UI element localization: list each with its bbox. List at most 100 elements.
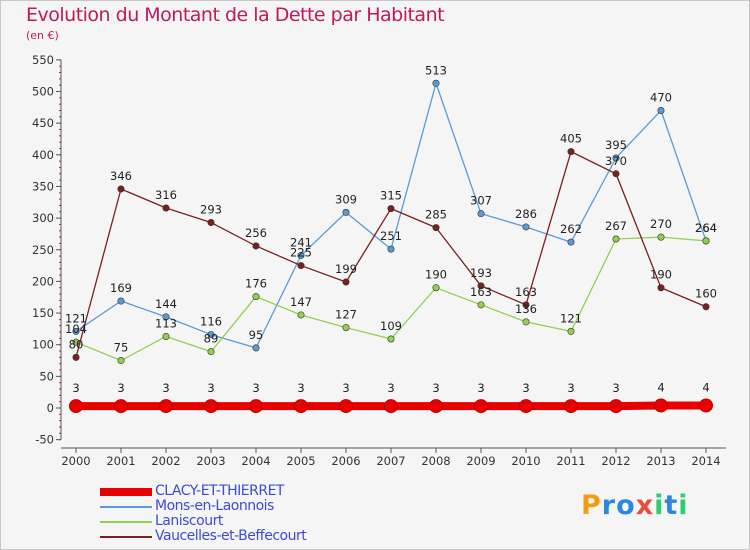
- data-point: [162, 204, 170, 212]
- data-label: 136: [515, 302, 537, 316]
- data-point: [387, 335, 395, 343]
- x-tick-label: 2010: [511, 454, 540, 468]
- data-point: [564, 399, 578, 414]
- y-tick-label: 50: [39, 369, 54, 383]
- logo-letter: i: [654, 490, 665, 521]
- data-point: [159, 399, 173, 414]
- data-point: [429, 399, 443, 414]
- data-point: [117, 297, 125, 305]
- x-tick-label: 2013: [646, 454, 675, 468]
- legend-swatch: [100, 521, 152, 523]
- data-label: 264: [695, 221, 717, 235]
- data-label: 3: [117, 381, 124, 395]
- x-tick-label: 2000: [61, 454, 90, 468]
- data-label: 4: [702, 380, 709, 394]
- data-point: [477, 282, 485, 290]
- y-tick-label: 250: [32, 243, 54, 257]
- data-label: 285: [425, 208, 447, 222]
- data-label: 3: [252, 381, 259, 395]
- x-tick-label: 2009: [466, 454, 495, 468]
- x-tick-label: 2003: [196, 454, 225, 468]
- data-point: [702, 237, 710, 245]
- data-point: [522, 301, 530, 309]
- data-label: 267: [605, 219, 627, 233]
- data-label: 193: [470, 266, 492, 280]
- data-point: [657, 106, 665, 114]
- data-label: 163: [470, 285, 492, 299]
- legend-label: CLACY-ET-THIERRET: [155, 483, 284, 499]
- data-point: [387, 245, 395, 253]
- data-point: [297, 311, 305, 319]
- data-point: [609, 399, 623, 414]
- data-point: [69, 399, 83, 414]
- x-tick-label: 2011: [556, 454, 585, 468]
- data-point: [342, 324, 350, 332]
- data-point: [249, 399, 263, 414]
- logo-letter: x: [635, 490, 655, 521]
- data-label: 270: [650, 217, 672, 231]
- data-point: [654, 398, 668, 413]
- legend-swatch: [100, 536, 152, 538]
- x-tick-label: 2006: [331, 454, 360, 468]
- data-label: 3: [387, 381, 394, 395]
- data-label: 89: [204, 332, 219, 346]
- y-tick-label: 300: [32, 211, 54, 225]
- data-label: 293: [200, 203, 222, 217]
- data-label: 121: [65, 311, 87, 325]
- data-label: 3: [72, 381, 79, 395]
- data-label: 225: [290, 246, 312, 260]
- data-label: 144: [155, 297, 177, 311]
- data-label: 4: [657, 380, 664, 394]
- data-point: [612, 235, 620, 243]
- data-label: 113: [155, 316, 177, 330]
- x-tick-label: 2002: [151, 454, 180, 468]
- data-label: 116: [200, 315, 222, 329]
- data-point: [432, 224, 440, 232]
- data-point: [72, 327, 80, 335]
- legend-item-vaucelles: Vaucelles-et-Beffecourt: [100, 528, 340, 544]
- data-point: [162, 313, 170, 321]
- x-tick-label: 2007: [376, 454, 405, 468]
- data-point: [657, 233, 665, 241]
- data-label: 3: [567, 381, 574, 395]
- y-tick-label: 550: [32, 53, 54, 67]
- y-tick-label: 0: [47, 401, 54, 415]
- data-point: [477, 210, 485, 218]
- data-label: 199: [335, 262, 357, 276]
- data-label: 315: [380, 189, 402, 203]
- legend-swatch: [100, 506, 152, 508]
- data-label: 370: [605, 154, 627, 168]
- data-point: [207, 348, 215, 356]
- data-point: [522, 223, 530, 231]
- data-point: [612, 154, 620, 162]
- legend-item-mons: Mons-en-Laonnois: [100, 498, 340, 514]
- data-point: [387, 205, 395, 213]
- series-clacy-et-thierret: [69, 398, 713, 414]
- series-vaucelles-et-beffecourt: [72, 148, 710, 361]
- data-point: [252, 242, 260, 250]
- data-label: 3: [522, 381, 529, 395]
- data-point: [72, 338, 80, 346]
- data-label: 256: [245, 226, 267, 240]
- data-point: [432, 79, 440, 87]
- x-tick-label: 2008: [421, 454, 450, 468]
- data-label: 3: [297, 381, 304, 395]
- data-label: 3: [207, 381, 214, 395]
- data-label: 163: [515, 285, 537, 299]
- data-label: 95: [249, 328, 264, 342]
- data-point: [252, 344, 260, 352]
- data-label: 264: [695, 221, 717, 235]
- data-label: 395: [605, 138, 627, 152]
- data-label: 3: [612, 381, 619, 395]
- data-point: [252, 293, 260, 301]
- data-point: [567, 148, 575, 156]
- x-tick-label: 2014: [691, 454, 720, 468]
- logo-letter: t: [664, 490, 679, 521]
- y-tick-label: 350: [32, 179, 54, 193]
- data-label: 176: [245, 277, 267, 291]
- data-point: [567, 327, 575, 335]
- data-point: [342, 208, 350, 216]
- data-label: 3: [432, 381, 439, 395]
